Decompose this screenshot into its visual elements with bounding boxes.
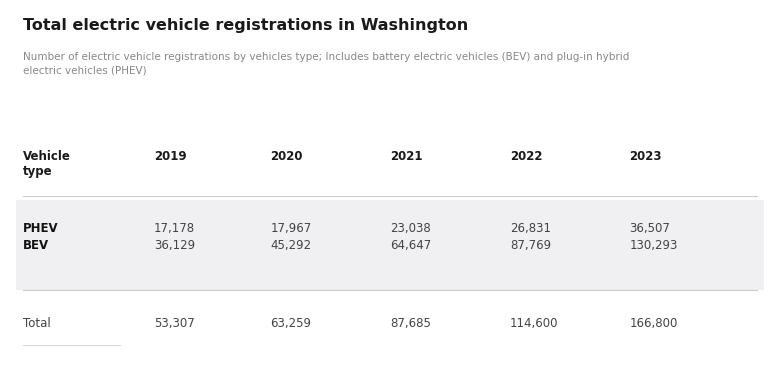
Text: 53,307: 53,307 xyxy=(154,317,195,330)
Text: 23,038: 23,038 xyxy=(390,222,431,235)
Text: 114,600: 114,600 xyxy=(510,317,558,330)
Text: 87,769: 87,769 xyxy=(510,239,551,252)
Text: 2022: 2022 xyxy=(510,151,542,163)
FancyBboxPatch shape xyxy=(16,200,764,290)
Text: 130,293: 130,293 xyxy=(629,239,678,252)
Text: 2023: 2023 xyxy=(629,151,662,163)
Text: Vehicle
type: Vehicle type xyxy=(23,151,71,178)
Text: 2021: 2021 xyxy=(390,151,423,163)
Text: 166,800: 166,800 xyxy=(629,317,678,330)
Text: 36,129: 36,129 xyxy=(154,239,195,252)
Text: 2020: 2020 xyxy=(270,151,303,163)
Text: Total: Total xyxy=(23,317,51,330)
Text: 26,831: 26,831 xyxy=(510,222,551,235)
Text: 17,178: 17,178 xyxy=(154,222,195,235)
Text: 17,967: 17,967 xyxy=(270,222,311,235)
Text: PHEV: PHEV xyxy=(23,222,58,235)
Text: Number of electric vehicle registrations by vehicles type; Includes battery elec: Number of electric vehicle registrations… xyxy=(23,52,629,75)
Text: 64,647: 64,647 xyxy=(390,239,431,252)
Text: Total electric vehicle registrations in Washington: Total electric vehicle registrations in … xyxy=(23,18,468,33)
Text: 63,259: 63,259 xyxy=(270,317,311,330)
Text: 2019: 2019 xyxy=(154,151,186,163)
Text: 45,292: 45,292 xyxy=(270,239,311,252)
Text: BEV: BEV xyxy=(23,239,49,252)
Text: 36,507: 36,507 xyxy=(629,222,671,235)
Text: 87,685: 87,685 xyxy=(390,317,431,330)
